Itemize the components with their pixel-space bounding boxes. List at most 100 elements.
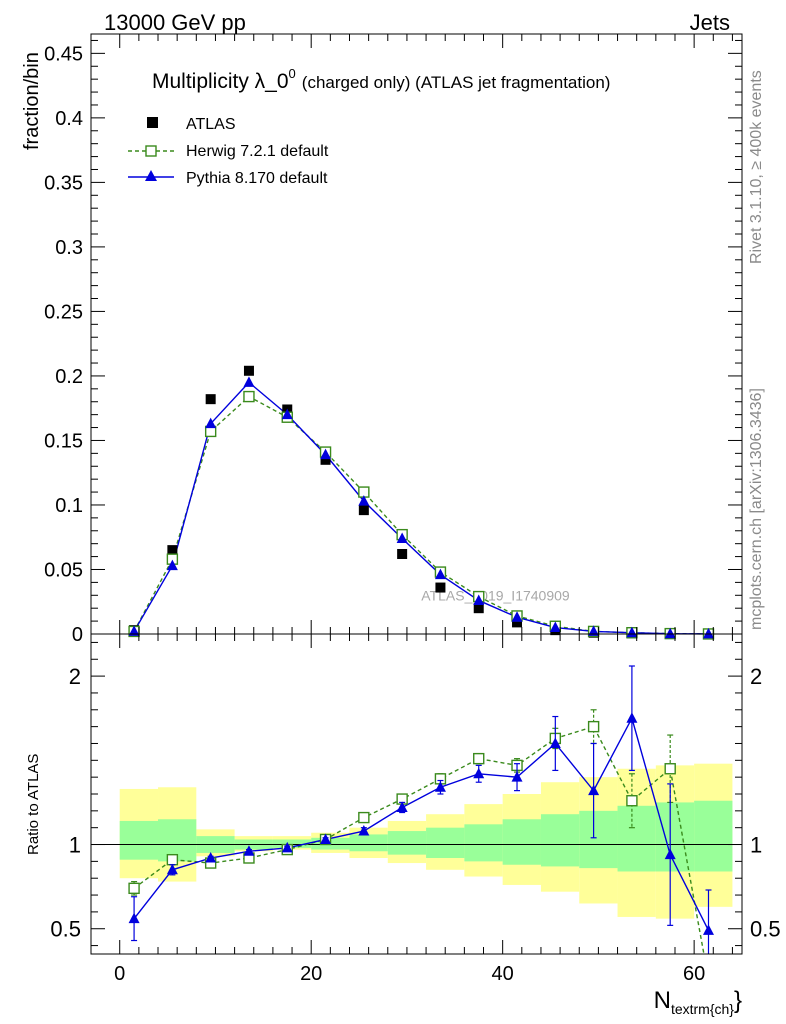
ratio-ytick-label-right: 0.5 <box>750 917 781 942</box>
ratio-pythia-point <box>205 852 217 863</box>
pythia-point <box>626 626 638 638</box>
pythia-point <box>320 448 332 460</box>
ratio-pythia-point <box>166 863 178 875</box>
title-sup: 0 <box>289 66 296 81</box>
pythia-point <box>243 376 255 387</box>
header-right: Jets <box>690 10 730 35</box>
main-ytick-label: 0.1 <box>55 495 83 517</box>
legend-atlas-marker <box>147 117 158 128</box>
title-main: Multiplicity λ_0 <box>152 70 289 93</box>
ratio-pythia-point <box>358 825 370 836</box>
atlas-point <box>243 365 254 376</box>
ratio-pythia-point <box>549 737 561 748</box>
ratio-ytick-label-right: 2 <box>750 664 762 689</box>
ratio-ylabel: Ratio to ATLAS <box>25 754 42 855</box>
pythia-point <box>473 594 485 605</box>
pythia-point <box>166 559 178 571</box>
main-ytick-label: 0.15 <box>44 430 83 452</box>
ratio-band-inner <box>426 827 465 858</box>
atlas-point <box>205 394 216 405</box>
ratio-band-inner <box>579 810 618 869</box>
title-rest: (charged only) (ATLAS jet fragmentation) <box>302 73 611 92</box>
ratio-ytick-label-right: 1 <box>750 833 762 858</box>
pythia-line <box>133 381 709 635</box>
xlabel-end: } <box>734 987 742 1014</box>
main-ytick-label: 0.35 <box>44 172 83 194</box>
ratio-pythia-point <box>128 912 140 924</box>
main-ytick-label: 0 <box>72 624 83 646</box>
pythia-point <box>702 627 714 639</box>
atlas-point <box>320 454 331 465</box>
ratio-band-inner <box>387 831 427 855</box>
pythia-point <box>281 408 293 420</box>
ratio-band-inner <box>617 805 656 872</box>
herwig-point <box>243 390 255 403</box>
xlabel-sub: textrm{ch} <box>671 1001 734 1017</box>
ratio-herwig-point <box>128 882 140 895</box>
ratio-pythia-point <box>243 845 255 856</box>
pythia-point <box>128 625 140 636</box>
main-ylabel: fraction/bin <box>21 52 43 150</box>
pythia-point <box>511 611 523 622</box>
ratio-herwig-point <box>473 752 485 765</box>
ratio-pythia-point <box>396 801 408 812</box>
ratio-band-inner <box>502 819 541 865</box>
ratio-band-inner <box>540 814 580 867</box>
legend-herwig-label: Herwig 7.2.1 default <box>186 143 329 160</box>
main-ytick-label: 0.2 <box>55 366 83 388</box>
ratio-pythia-line <box>133 716 710 931</box>
legend: ATLAS Herwig 7.2.1 default Pythia 8.170 … <box>128 116 329 187</box>
ratio-pythia-point <box>702 924 714 935</box>
ratio-band-inner <box>464 824 503 862</box>
pythia-point <box>588 625 600 636</box>
main-ytick-label: 0.4 <box>55 108 83 130</box>
ratio-herwig-point <box>664 763 676 775</box>
atlas-point <box>358 505 369 516</box>
pythia-point <box>205 417 217 429</box>
legend-pythia-marker <box>145 170 157 181</box>
x-axis-label: Ntextrm{ch}} <box>654 987 742 1017</box>
ratio-pythia-point <box>320 833 332 844</box>
main-ytick-label: 0.45 <box>44 43 83 65</box>
ratio-herwig-point <box>587 720 600 733</box>
watermark-text: ATLAS_2019_I1740909 <box>421 587 570 603</box>
header-left: 13000 GeV pp <box>104 10 246 35</box>
legend-herwig-marker <box>145 145 157 157</box>
ratio-pythia-point <box>626 712 638 723</box>
ratio-pythia-point <box>281 841 293 853</box>
ratio-band-inner <box>655 802 695 872</box>
main-ytick-label: 0.3 <box>55 237 83 259</box>
xlabel-main: N <box>654 987 671 1014</box>
ratio-pythia-point <box>588 784 600 796</box>
ratio-herwig-point <box>166 853 179 866</box>
ratio-pythia-point <box>664 848 676 860</box>
atlas-point <box>435 582 446 593</box>
pythia-point <box>358 495 370 506</box>
pythia-point <box>549 621 561 633</box>
ratio-band-inner <box>272 839 312 848</box>
pythia-point <box>664 627 676 639</box>
legend-atlas-label: ATLAS <box>186 116 236 133</box>
main-title: Multiplicity λ_00 (charged only) (ATLAS j… <box>152 66 610 93</box>
pythia-point <box>396 532 408 544</box>
pythia-point <box>434 568 446 580</box>
atlas-point <box>397 549 408 559</box>
ratio-panel: 0.5 0.51 12 20 20 40 60 Ratio to ATLAS <box>25 633 781 985</box>
ratio-herwig-point <box>626 795 638 807</box>
ratio-ytick-label: 0.5 <box>50 917 81 942</box>
ratio-band-inner <box>694 800 733 872</box>
atlas-point <box>473 603 484 614</box>
main-ytick-label: 0.05 <box>44 559 83 581</box>
ratio-pythia-point <box>511 771 523 782</box>
ratio-xtick-label: 40 <box>492 963 514 985</box>
main-panel: ATLAS_2019_I1740909 0 0.05 0.1 0.15 0.2 0.25 0… <box>21 33 743 646</box>
atlas-point <box>512 617 523 628</box>
legend-pythia-label: Pythia 8.170 default <box>186 170 328 187</box>
ratio-band-inner <box>119 820 159 860</box>
ratio-pythia-point <box>434 781 446 792</box>
ratio-herwig-line <box>133 725 705 954</box>
ratio-xtick-label: 60 <box>683 963 705 985</box>
ratio-ytick-label: 2 <box>69 664 81 689</box>
